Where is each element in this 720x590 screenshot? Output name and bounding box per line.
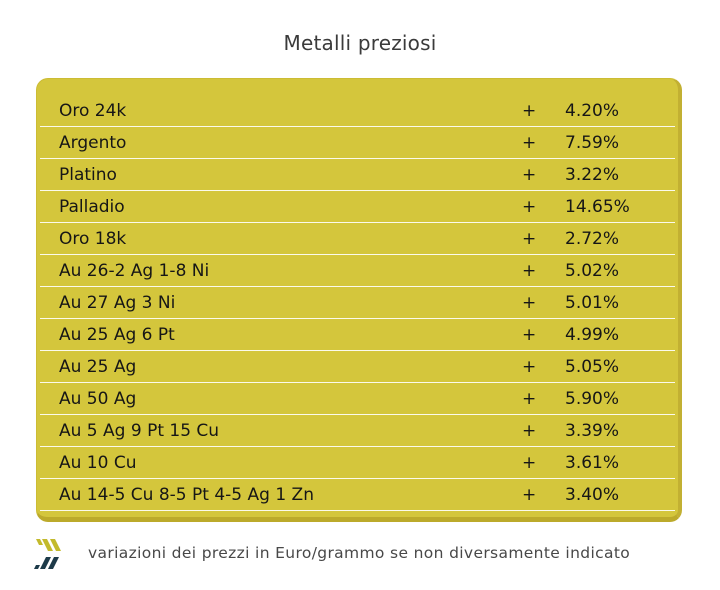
metal-value: 3.40% (565, 484, 620, 505)
metal-name: Au 26-2 Ag 1-8 Ni (59, 260, 210, 281)
metal-name: Au 10 Cu (59, 452, 137, 473)
metal-name: Palladio (59, 196, 125, 217)
table-row: Palladio + 14.65% (40, 191, 675, 223)
metal-value: 5.05% (565, 356, 620, 377)
metal-sign: + (522, 196, 537, 217)
metal-value: 7.59% (565, 132, 620, 153)
metal-sign: + (522, 452, 537, 473)
metal-sign: + (522, 484, 537, 505)
metal-sign: + (522, 228, 537, 249)
metal-sign: + (522, 100, 537, 121)
metal-value: 3.61% (565, 452, 620, 473)
metal-value: 5.90% (565, 388, 620, 409)
table-row: Oro 18k + 2.72% (40, 223, 675, 255)
metal-name: Platino (59, 164, 117, 185)
table-row: Au 10 Cu + 3.61% (40, 447, 675, 479)
metal-value: 4.99% (565, 324, 620, 345)
table-row: Au 14-5 Cu 8-5 Pt 4-5 Ag 1 Zn + 3.40% (40, 479, 675, 511)
metal-value: 14.65% (565, 196, 630, 217)
metal-name: Au 27 Ag 3 Ni (59, 292, 176, 313)
table-row: Platino + 3.22% (40, 159, 675, 191)
metal-name: Au 25 Ag (59, 356, 137, 377)
footer: variazioni dei prezzi in Euro/grammo se … (34, 529, 694, 577)
metal-value: 3.22% (565, 164, 620, 185)
metal-name: Au 25 Ag 6 Pt (59, 324, 175, 345)
metal-sign: + (522, 420, 537, 441)
metal-sign: + (522, 260, 537, 281)
metal-sign: + (522, 356, 537, 377)
metal-name: Oro 18k (59, 228, 127, 249)
metal-name: Argento (59, 132, 127, 153)
metals-table-body: Oro 24k + 4.20% Argento + 7.59% Platino … (37, 95, 678, 511)
table-row: Au 50 Ag + 5.90% (40, 383, 675, 415)
metal-value: 4.20% (565, 100, 620, 121)
metal-sign: + (522, 324, 537, 345)
metal-name: Au 5 Ag 9 Pt 15 Cu (59, 420, 220, 441)
metal-sign: + (522, 132, 537, 153)
metal-sign: + (522, 164, 537, 185)
table-row: Au 26-2 Ag 1-8 Ni + 5.02% (40, 255, 675, 287)
footer-note: variazioni dei prezzi in Euro/grammo se … (88, 544, 631, 562)
metal-value: 5.01% (565, 292, 620, 313)
metal-sign: + (522, 292, 537, 313)
metal-name: Oro 24k (59, 100, 127, 121)
metal-value: 5.02% (565, 260, 620, 281)
metal-name: Au 14-5 Cu 8-5 Pt 4-5 Ag 1 Zn (59, 484, 314, 505)
page-title: Metalli preziosi (283, 31, 437, 55)
metal-value: 2.72% (565, 228, 620, 249)
metal-value: 3.39% (565, 420, 620, 441)
double-chevron-slashes-logo-icon (34, 538, 61, 569)
table-row: Au 5 Ag 9 Pt 15 Cu + 3.39% (40, 415, 675, 447)
table-row: Au 27 Ag 3 Ni + 5.01% (40, 287, 675, 319)
metals-table: Oro 24k + 4.20% Argento + 7.59% Platino … (36, 78, 682, 522)
table-row: Argento + 7.59% (40, 127, 675, 159)
table-row: Au 25 Ag + 5.05% (40, 351, 675, 383)
metal-sign: + (522, 388, 537, 409)
table-row: Oro 24k + 4.20% (40, 95, 675, 127)
metal-name: Au 50 Ag (59, 388, 137, 409)
table-row: Au 25 Ag 6 Pt + 4.99% (40, 319, 675, 351)
